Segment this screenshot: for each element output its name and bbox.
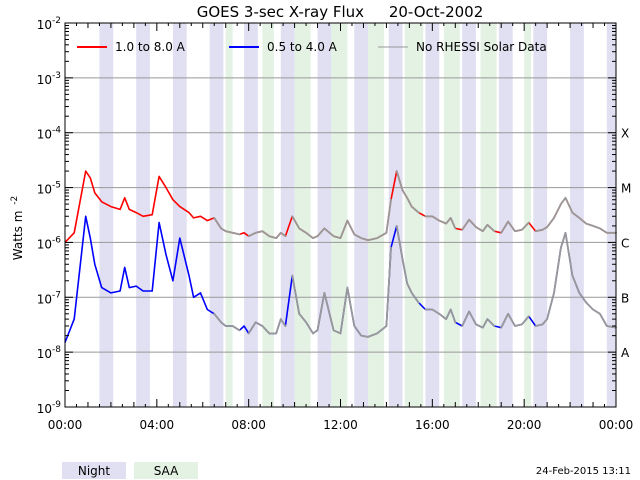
flare-class-labels: X M C B A bbox=[621, 127, 631, 360]
flare-class-x: X bbox=[621, 127, 629, 141]
y-tick-label-4: 10-6 bbox=[37, 235, 62, 251]
flare-class-m: M bbox=[621, 182, 631, 196]
x-tick-label-6: 00:00 bbox=[599, 418, 634, 432]
flare-class-b: B bbox=[621, 291, 629, 305]
night-band-2 bbox=[172, 23, 187, 407]
saa-band-3 bbox=[331, 23, 348, 407]
y-tick-exponent: -9 bbox=[52, 400, 61, 410]
y-tick-base: 10 bbox=[37, 402, 52, 416]
night-band-10 bbox=[462, 23, 476, 407]
y-tick-label-7: 10-9 bbox=[37, 400, 62, 416]
x-tick-label-3: 12:00 bbox=[323, 418, 358, 432]
x-tick-label-0: 00:00 bbox=[48, 418, 83, 432]
x-tick-label-2: 08:00 bbox=[231, 418, 266, 432]
x-tick-label-1: 04:00 bbox=[140, 418, 175, 432]
flare-class-c: C bbox=[621, 236, 629, 250]
saa-band-7 bbox=[480, 23, 497, 407]
saa-band-0 bbox=[225, 23, 233, 407]
x-tick-label-4: 16:00 bbox=[415, 418, 450, 432]
series-legend: 1.0 to 8.0 A 0.5 to 4.0 A No RHESSI Solar … bbox=[77, 40, 547, 54]
legend-label-0: 1.0 to 8.0 A bbox=[115, 40, 186, 54]
y-tick-exponent: -6 bbox=[52, 235, 61, 245]
y-axis-label-exponent: -2 bbox=[10, 196, 20, 205]
y-tick-label-0: 10-2 bbox=[37, 16, 61, 32]
y-tick-label-2: 10-4 bbox=[37, 126, 62, 142]
night-band-7 bbox=[354, 23, 369, 407]
y-tick-label-3: 10-5 bbox=[37, 181, 61, 197]
night-band-5 bbox=[280, 23, 295, 407]
night-band-9 bbox=[425, 23, 440, 407]
saa-band-1 bbox=[262, 23, 274, 407]
band-legend-swatch-0 bbox=[62, 462, 126, 479]
x-tick-label-5: 20:00 bbox=[507, 418, 542, 432]
y-tick-base: 10 bbox=[37, 347, 52, 361]
x-axis-ticks: 00:00 04:00 08:00 12:00 16:00 20:00 00:00 bbox=[48, 23, 634, 432]
y-tick-label-6: 10-8 bbox=[37, 345, 62, 361]
flare-class-a: A bbox=[621, 346, 630, 360]
background-bands bbox=[99, 23, 616, 407]
y-axis-label: Watts m -2 bbox=[10, 196, 25, 260]
y-tick-base: 10 bbox=[37, 183, 52, 197]
y-tick-base: 10 bbox=[37, 73, 52, 87]
band-legend-label-1: SAA bbox=[154, 464, 179, 478]
series-gap-overlay-0 bbox=[213, 170, 617, 242]
chart-date: 20-Oct-2002 bbox=[389, 3, 483, 21]
y-axis-ticks: 10-210-310-410-510-610-710-810-9 bbox=[37, 16, 616, 416]
y-tick-exponent: -4 bbox=[52, 126, 61, 136]
y-tick-exponent: -2 bbox=[52, 16, 61, 26]
y-tick-exponent: -3 bbox=[52, 71, 61, 81]
y-tick-label-1: 10-3 bbox=[37, 71, 61, 87]
generated-timestamp: 24-Feb-2015 13:11 bbox=[536, 466, 631, 477]
chart-title-main: GOES 3-sec X-ray Flux bbox=[197, 3, 364, 21]
night-band-4 bbox=[244, 23, 258, 407]
night-band-3 bbox=[209, 23, 224, 407]
saa-band-8 bbox=[524, 23, 532, 407]
night-band-1 bbox=[136, 23, 150, 407]
band-legend-label-0: Night bbox=[78, 464, 111, 478]
y-tick-label-5: 10-7 bbox=[37, 290, 61, 306]
data-series bbox=[64, 170, 617, 343]
legend-label-2: No RHESSI Solar Data bbox=[416, 40, 547, 54]
y-tick-exponent: -8 bbox=[52, 345, 61, 355]
band-legend: Night SAA bbox=[62, 462, 198, 479]
legend-label-1: 0.5 to 4.0 A bbox=[267, 40, 338, 54]
band-legend-swatch-1 bbox=[134, 462, 198, 479]
y-tick-exponent: -7 bbox=[52, 290, 61, 300]
y-tick-base: 10 bbox=[37, 237, 52, 251]
y-tick-base: 10 bbox=[37, 128, 52, 142]
y-axis-label-text: Watts m bbox=[11, 211, 25, 261]
saa-band-6 bbox=[443, 23, 460, 407]
night-band-12 bbox=[533, 23, 548, 407]
night-band-8 bbox=[388, 23, 403, 407]
night-band-14 bbox=[606, 23, 616, 407]
night-band-6 bbox=[317, 23, 332, 407]
saa-band-4 bbox=[368, 23, 385, 407]
chart-title: GOES 3-sec X-ray Flux 20-Oct-2002 bbox=[197, 3, 484, 21]
y-tick-base: 10 bbox=[37, 18, 52, 32]
saa-band-5 bbox=[404, 23, 424, 407]
saa-band-2 bbox=[294, 23, 311, 407]
series-gap-overlay-1 bbox=[213, 225, 617, 338]
y-tick-base: 10 bbox=[37, 292, 52, 306]
horizontal-grid bbox=[65, 77, 616, 353]
y-tick-exponent: -5 bbox=[52, 181, 61, 191]
night-band-11 bbox=[498, 23, 513, 407]
night-band-0 bbox=[99, 23, 114, 407]
